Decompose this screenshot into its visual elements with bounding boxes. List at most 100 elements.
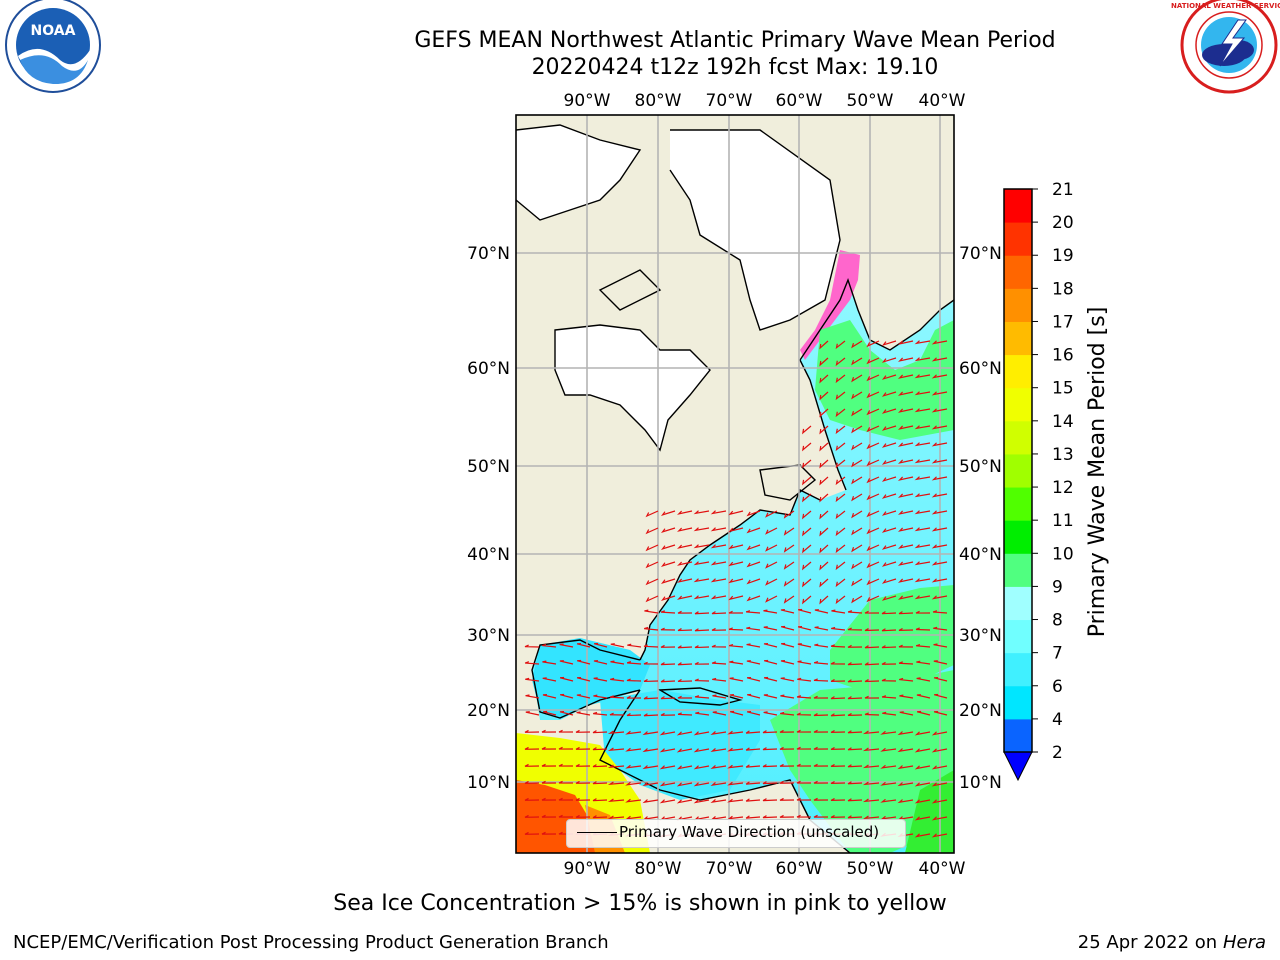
colorbar-bin [1004, 487, 1032, 521]
wave-arrow [542, 660, 557, 665]
lat-labels-right: 10°N 20°N 30°N 40°N 50°N 60°N 70°N [959, 244, 1002, 793]
wave-arrow [899, 694, 914, 699]
wave-arrow [931, 799, 948, 804]
wave-arrow [933, 710, 948, 716]
wave-arrow [847, 712, 863, 716]
wave-arrow [866, 493, 880, 501]
wave-arrow [676, 765, 693, 770]
colorbar-extend-arrow [1003, 751, 1033, 782]
wave-arrow [796, 729, 812, 733]
wave-arrow [898, 661, 914, 665]
wave-arrow [797, 625, 812, 631]
wave-arrow [897, 765, 914, 770]
wave-arrow [933, 660, 948, 665]
wave-arrow [558, 814, 574, 818]
wave-arrow [933, 626, 948, 631]
wave-arrow [897, 527, 914, 532]
wave-arrow [847, 627, 863, 631]
wave-arrow [541, 729, 557, 733]
colorbar-tick-label: 18 [1052, 279, 1074, 299]
wave-arrow [645, 561, 659, 569]
wave-arrow [851, 340, 863, 349]
wave-arrow [525, 694, 540, 699]
wave-arrow [914, 782, 931, 787]
wave-arrow [797, 608, 812, 614]
wave-arrow [931, 510, 948, 515]
wave-arrow [931, 816, 948, 821]
wave-arrow [693, 595, 710, 600]
wave-arrow [851, 357, 863, 366]
wave-arrow [676, 799, 693, 804]
wave-arrow [746, 693, 761, 699]
wave-arrow [727, 747, 744, 752]
wave-arrow [524, 780, 540, 784]
wave-arrow [763, 609, 778, 614]
wave-arrow [625, 747, 642, 752]
wave-arrow [677, 628, 693, 632]
wave-arrow [931, 561, 948, 566]
wave-arrow [645, 578, 659, 586]
wave-arrow [881, 695, 897, 699]
wave-arrow [694, 695, 710, 699]
wave-arrow [851, 493, 863, 502]
wave-arrow [851, 527, 863, 536]
wave-arrow [914, 561, 931, 566]
wave-arrow [693, 765, 710, 770]
wave-arrow [575, 797, 591, 801]
wave-arrow [607, 798, 625, 802]
wave-arrow [819, 476, 829, 486]
colorbar: 2 4 6 7 8 9 10 11 12 13 14 15 16 17 18 19 20 21 [1003, 180, 1074, 782]
wave-arrow [851, 391, 863, 400]
wave-arrow [914, 527, 931, 532]
wave-arrow [542, 694, 557, 699]
wave-arrow [746, 660, 761, 665]
hudson-bay [555, 325, 710, 450]
wave-arrow [728, 561, 744, 567]
lon-label: 60°W [776, 91, 823, 111]
wave-arrow [783, 561, 795, 570]
wave-arrow [642, 748, 659, 753]
wave-arrow [677, 679, 693, 683]
wave-arrow [881, 561, 897, 567]
wave-arrow [835, 408, 846, 418]
colorbar-bin [1004, 255, 1032, 289]
wave-arrow [931, 782, 948, 787]
wave-arrow [797, 677, 812, 682]
wave-arrow [916, 710, 931, 716]
wave-arrow [897, 748, 914, 753]
wave-arrow [727, 815, 744, 820]
wave-arrow [931, 340, 948, 345]
wave-arrow [558, 797, 574, 801]
wave-arrow [796, 814, 812, 818]
wave-arrow [694, 611, 710, 615]
wave-arrow [880, 747, 897, 752]
wave-arrow [660, 561, 676, 568]
wave-arrow [802, 442, 812, 452]
wave-arrow [881, 628, 897, 632]
colorbar-bin [1004, 619, 1032, 654]
map-legend: Primary Wave Direction (unscaled) [566, 819, 906, 848]
wave-arrow [866, 561, 880, 569]
wave-arrow [625, 764, 642, 769]
wave-arrow [575, 746, 591, 750]
wave-arrow [676, 782, 693, 787]
wave-arrow [609, 712, 625, 716]
wave-arrow [830, 644, 846, 648]
chart-subtitle: 20220424 t12z 192h fcst Max: 19.10 [531, 55, 939, 80]
wave-arrow [643, 661, 659, 665]
wave-arrow [524, 831, 540, 835]
wave-arrow [677, 527, 693, 532]
wave-arrow [819, 374, 829, 384]
lon-label: 60°W [776, 859, 823, 879]
wave-arrow [866, 442, 880, 450]
wave-arrow [835, 425, 846, 435]
lat-label: 20°N [467, 701, 510, 721]
lon-label: 40°W [919, 859, 966, 879]
machine-name: Hera [1222, 932, 1266, 953]
wave-arrow [642, 765, 659, 770]
wave-arrow [881, 425, 897, 431]
wave-arrow [931, 425, 948, 430]
wave-arrow [541, 797, 557, 801]
wave-arrow [575, 814, 591, 818]
wave-arrow [914, 476, 931, 481]
